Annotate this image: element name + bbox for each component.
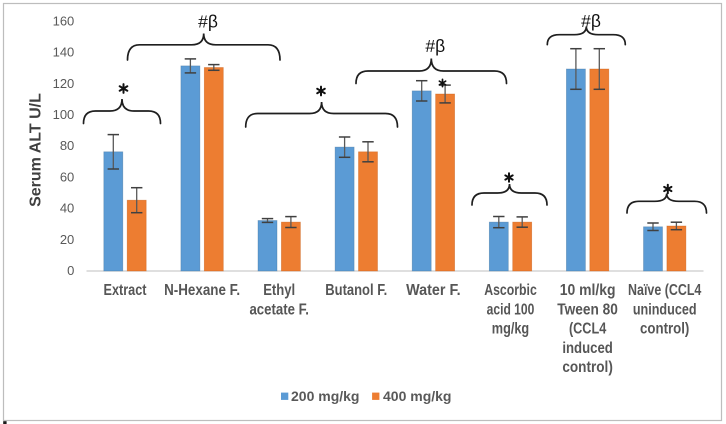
svg-text:0: 0 xyxy=(67,263,74,278)
svg-text:40: 40 xyxy=(60,201,74,216)
svg-text:#β: #β xyxy=(581,11,601,31)
svg-text:Water F.: Water F. xyxy=(406,282,461,299)
svg-text:20: 20 xyxy=(60,232,74,247)
svg-text:N-Hexane F.: N-Hexane F. xyxy=(164,282,240,299)
svg-text:acetate F.: acetate F. xyxy=(249,301,309,318)
svg-text:Serum ALT U/L: Serum ALT U/L xyxy=(28,93,45,207)
svg-text:control): control) xyxy=(562,359,613,376)
svg-text:Butanol F.: Butanol F. xyxy=(325,282,387,299)
svg-text:200 mg/kg: 200 mg/kg xyxy=(291,388,359,404)
svg-text:mg/kg: mg/kg xyxy=(492,321,529,338)
svg-text:uninduced: uninduced xyxy=(633,301,697,318)
svg-text:140: 140 xyxy=(53,45,75,60)
svg-text:160: 160 xyxy=(53,13,75,28)
svg-text:80: 80 xyxy=(60,138,74,153)
svg-text:induced: induced xyxy=(562,340,613,357)
svg-text:Ascorbic: Ascorbic xyxy=(484,282,537,299)
svg-text:Tween 80: Tween 80 xyxy=(557,301,618,318)
svg-text:#β: #β xyxy=(198,12,218,32)
svg-text:Ethyl: Ethyl xyxy=(263,282,295,299)
svg-text:Naïve (CCL4: Naïve (CCL4 xyxy=(628,282,702,299)
svg-text:acid 100: acid 100 xyxy=(487,301,535,318)
svg-text:#β: #β xyxy=(425,36,445,56)
svg-text:10 ml/kg: 10 ml/kg xyxy=(560,282,616,299)
svg-text:(CCL4: (CCL4 xyxy=(569,321,607,338)
svg-text:60: 60 xyxy=(60,170,74,185)
svg-text:400 mg/kg: 400 mg/kg xyxy=(383,388,451,404)
svg-text:control): control) xyxy=(640,321,689,338)
svg-text:120: 120 xyxy=(53,76,75,91)
svg-text:100: 100 xyxy=(53,107,75,122)
svg-text:Extract: Extract xyxy=(104,282,147,299)
